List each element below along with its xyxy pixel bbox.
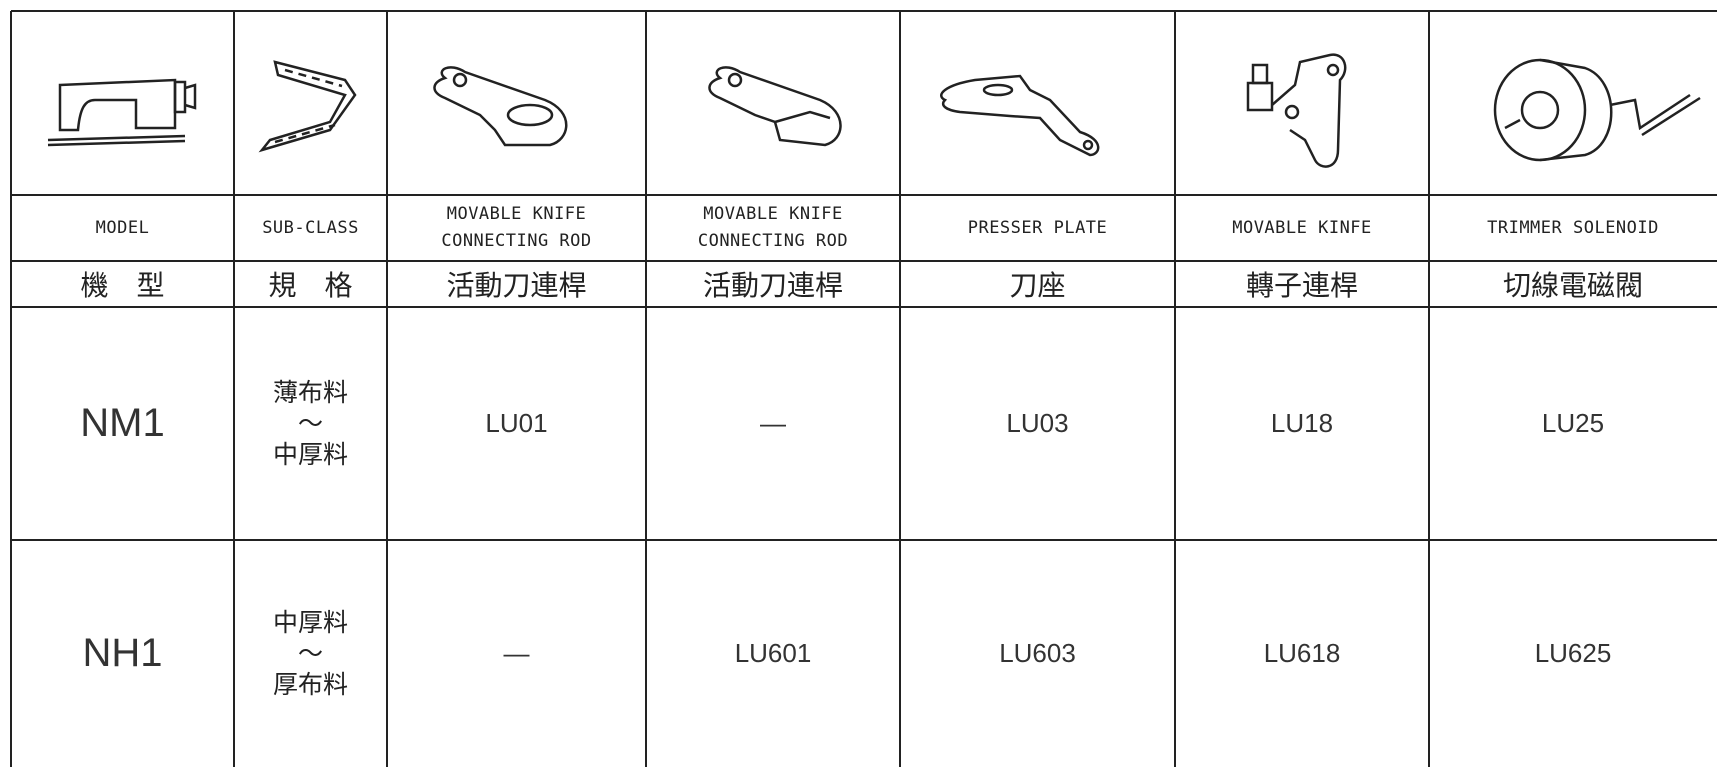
header-zh-text: 轉子連桿 <box>1245 269 1358 302</box>
header-zh: 活動刀連桿 <box>646 261 900 307</box>
machine-icon <box>47 78 197 147</box>
part-number: LU18 <box>1175 307 1429 540</box>
header-zh-text: 切線電磁閥 <box>1502 269 1643 302</box>
header-en-line: MODEL <box>95 217 150 238</box>
presser-plate-icon <box>940 74 1100 157</box>
part-text: LU01 <box>485 408 548 438</box>
model: NM1 <box>11 307 234 540</box>
sub-class-line: ～ <box>297 409 323 438</box>
part-text: LU603 <box>999 638 1076 668</box>
header-en: MOVABLE KINFE <box>1175 195 1429 261</box>
part-text: LU618 <box>1263 638 1341 668</box>
part-text: — <box>760 408 786 438</box>
part-text: LU625 <box>1534 638 1612 668</box>
header-en-line: SUB-CLASS <box>262 217 359 238</box>
part-number: LU603 <box>900 540 1175 767</box>
part-number: LU25 <box>1429 307 1717 540</box>
header-zh-text: 機 型 <box>80 269 165 302</box>
header-en-line: MOVABLE KNIFE <box>446 204 587 224</box>
part-number: LU618 <box>1175 540 1429 767</box>
rotor-link-icon <box>1246 53 1347 168</box>
header-zh: 轉子連桿 <box>1175 261 1429 307</box>
part-number: — <box>646 307 900 540</box>
sub-class-line: 中厚料 <box>272 440 348 469</box>
sub-class: 薄布料～中厚料 <box>234 307 387 540</box>
header-en: MOVABLE KNIFE CONNECTING ROD <box>646 195 900 261</box>
part-text: LU03 <box>1006 408 1069 438</box>
header-zh-text: 活動刀連桿 <box>446 269 587 302</box>
header-zh: 機 型 <box>11 261 234 307</box>
model-text: NH1 <box>82 631 163 675</box>
header-en: SUB-CLASS <box>234 195 387 261</box>
sub-class-icon <box>258 60 357 153</box>
header-zh-text: 活動刀連桿 <box>702 269 843 302</box>
header-en-line: TRIMMER SOLENOID <box>1487 217 1659 238</box>
header-en-line: CONNECTING ROD <box>441 231 592 251</box>
part-number: LU625 <box>1429 540 1717 767</box>
header-en-line: CONNECTING ROD <box>697 231 849 251</box>
sub-class-line: 薄布料 <box>272 378 348 407</box>
part-text: LU601 <box>734 638 812 668</box>
header-zh: 切線電磁閥 <box>1429 261 1717 307</box>
knife-rod-icon-2 <box>708 66 842 147</box>
model-text: NM1 <box>80 401 165 445</box>
header-en-line: PRESSER PLATE <box>967 217 1108 238</box>
header-en: MODEL <box>11 195 234 261</box>
grid-lines <box>10 10 1717 767</box>
knife-rod-icon <box>433 66 568 147</box>
part-number: — <box>387 540 646 767</box>
sub-class-line: 厚布料 <box>272 670 348 699</box>
part-text: LU18 <box>1270 408 1334 438</box>
header-zh: 刀座 <box>900 261 1175 307</box>
model: NH1 <box>11 540 234 767</box>
sub-class-line: ～ <box>297 639 323 668</box>
part-text: LU25 <box>1541 408 1605 438</box>
sub-class-line: 中厚料 <box>272 608 348 637</box>
header-en: PRESSER PLATE <box>900 195 1175 261</box>
header-zh: 活動刀連桿 <box>387 261 646 307</box>
part-number: LU03 <box>900 307 1175 540</box>
part-number: LU601 <box>646 540 900 767</box>
header-zh-text: 規 格 <box>268 269 353 302</box>
part-number: LU01 <box>387 307 646 540</box>
header-en: MOVABLE KNIFE CONNECTING ROD <box>387 195 646 261</box>
part-text: — <box>503 638 530 668</box>
header-en: TRIMMER SOLENOID <box>1429 195 1717 261</box>
header-zh: 規 格 <box>234 261 387 307</box>
sub-class: 中厚料～厚布料 <box>234 540 387 767</box>
solenoid-icon <box>1493 58 1701 162</box>
header-zh-text: 刀座 <box>1009 269 1066 302</box>
header-en-line: MOVABLE KNIFE <box>703 204 843 224</box>
header-en-line: MOVABLE KINFE <box>1232 217 1372 238</box>
